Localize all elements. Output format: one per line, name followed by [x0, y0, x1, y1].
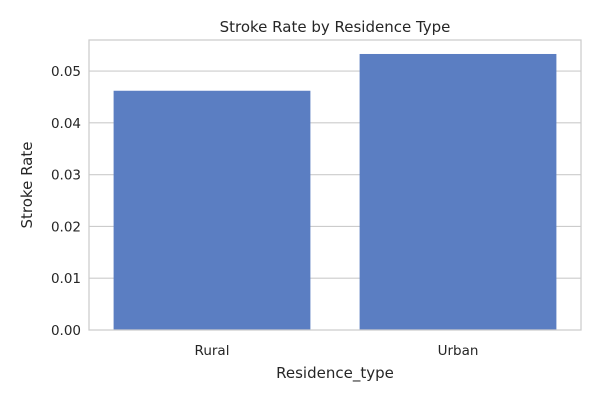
x-axis-label: Residence_type	[276, 364, 394, 383]
y-tick-label: 0.01	[51, 271, 81, 287]
plot-area-frame	[88, 39, 582, 331]
y-tick-label: 0.02	[51, 219, 81, 235]
bar-urban	[359, 53, 557, 330]
y-tick-label: 0.05	[51, 64, 81, 80]
chart-title: Stroke Rate by Residence Type	[220, 18, 451, 36]
y-tick-label: 0.04	[51, 116, 81, 132]
y-tick-labels: 0.00 0.01 0.02 0.03 0.04 0.05	[51, 64, 81, 339]
x-tick-label-rural: Rural	[195, 343, 230, 359]
bar-rural	[113, 90, 311, 330]
bars	[113, 53, 557, 330]
x-tick-label-urban: Urban	[438, 343, 479, 359]
y-tick-label: 0.03	[51, 168, 81, 184]
x-tick-labels: Rural Urban	[195, 343, 479, 359]
y-axis-label: Stroke Rate	[18, 142, 36, 229]
y-tick-label: 0.00	[51, 323, 81, 339]
